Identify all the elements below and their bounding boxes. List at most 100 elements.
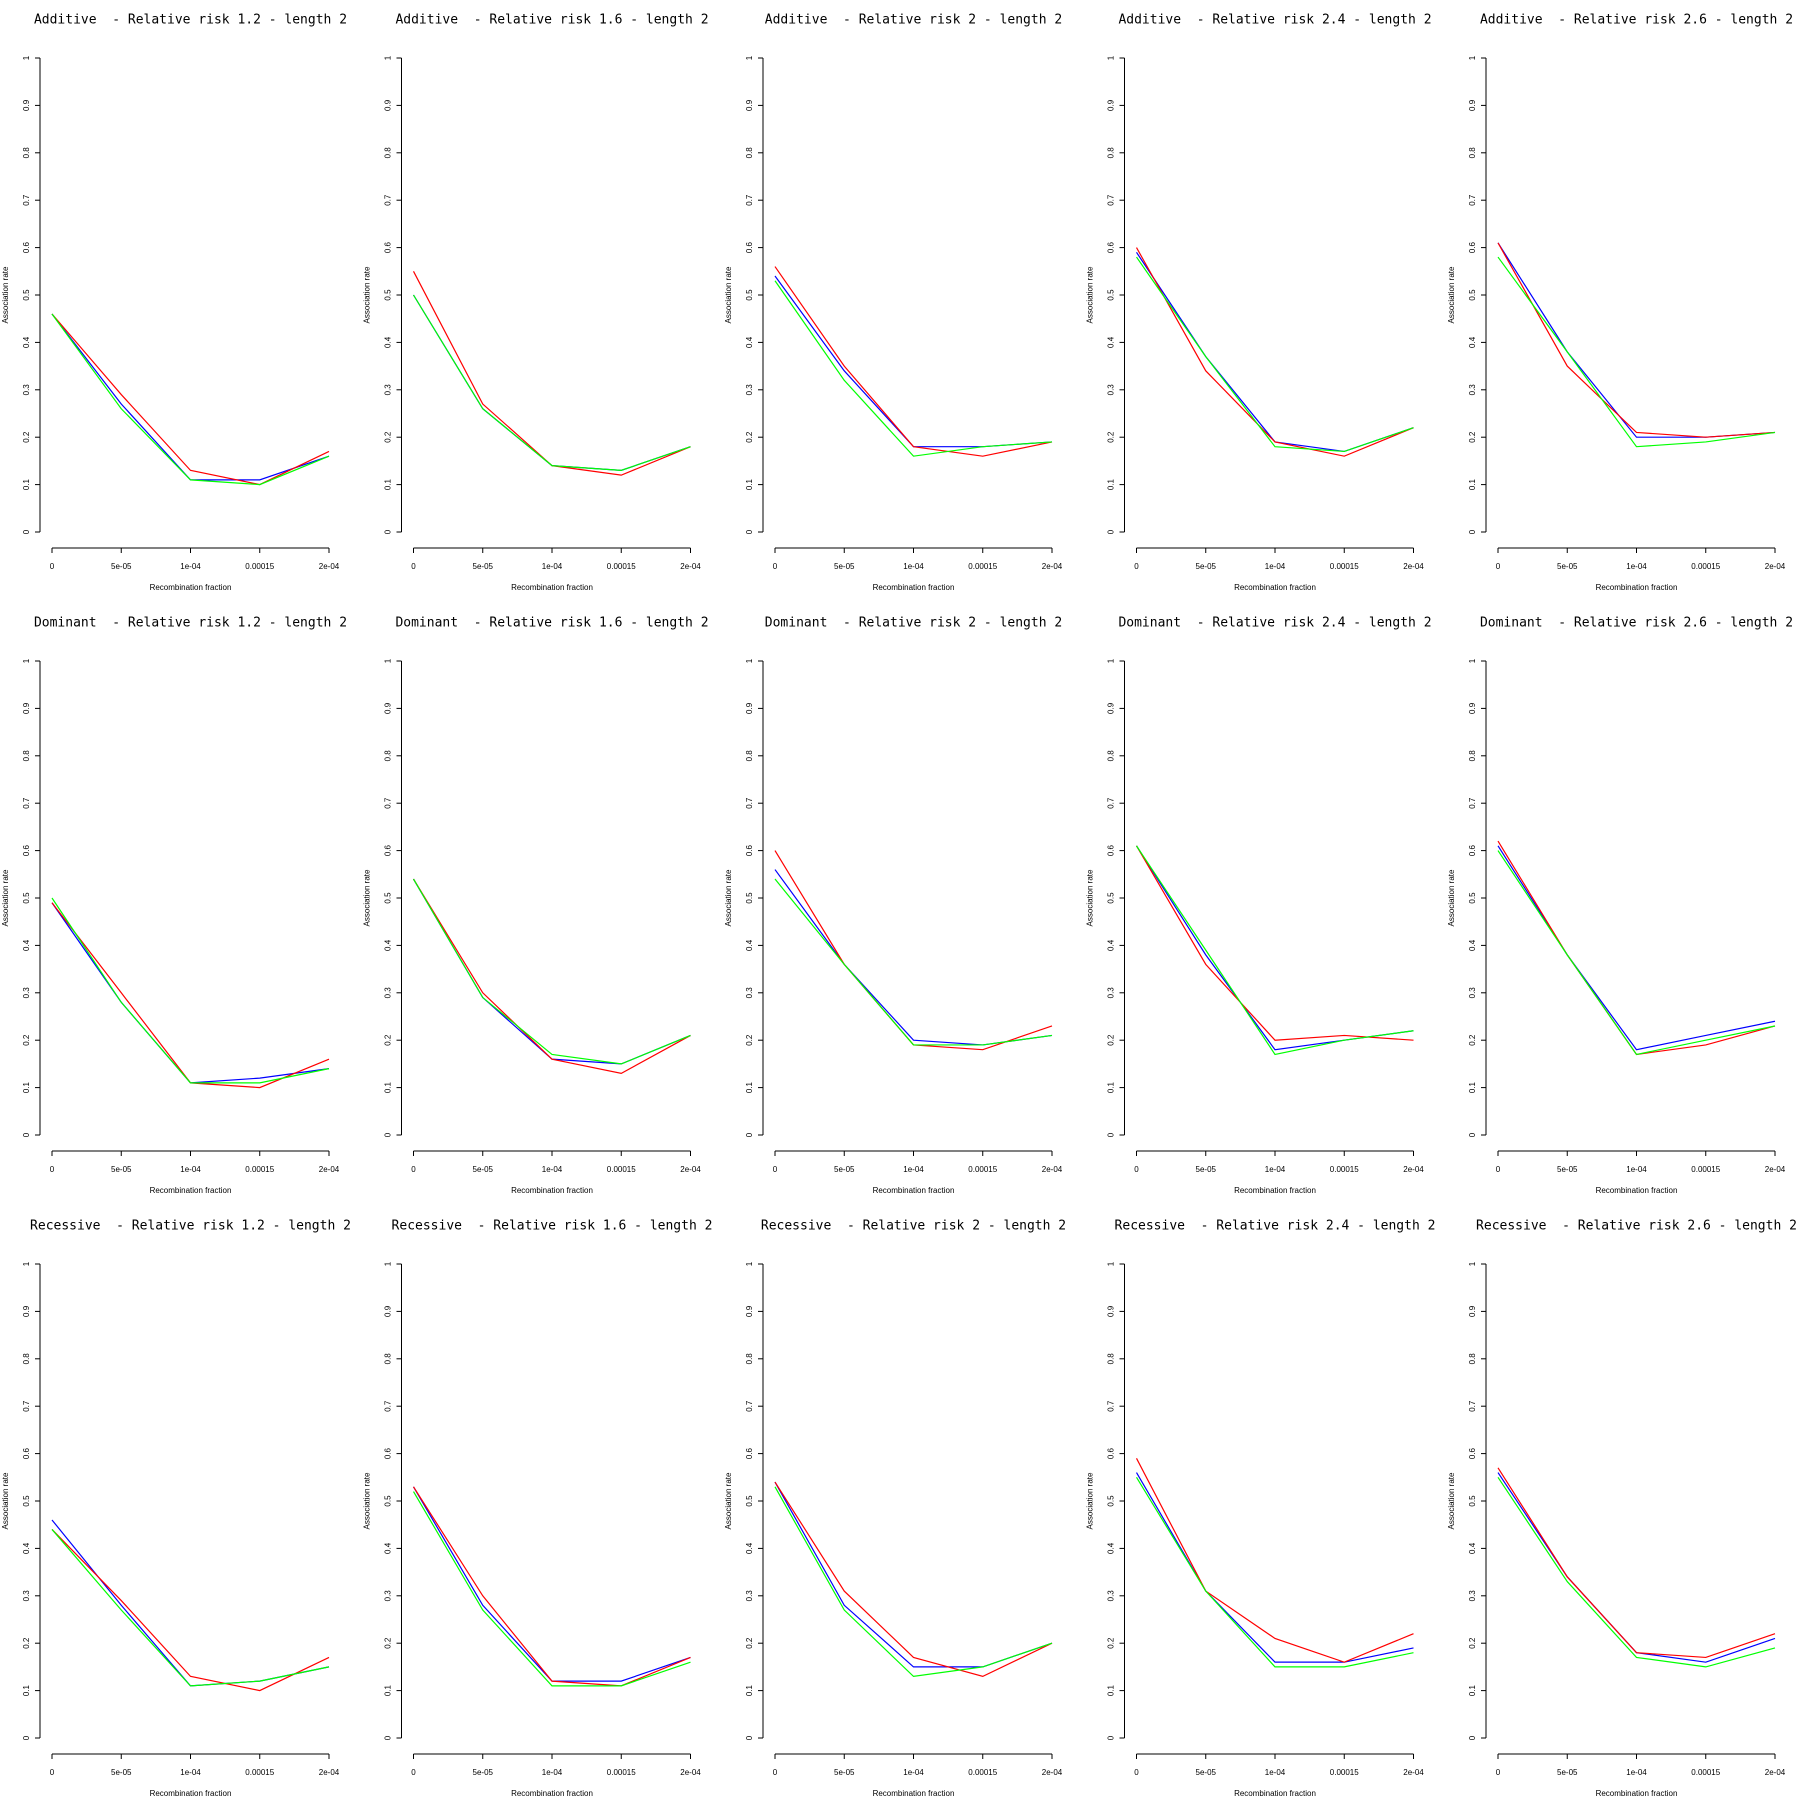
- y-tick-label: 0: [1107, 529, 1116, 534]
- y-tick-label: 0.9: [745, 1305, 754, 1317]
- y-tick-label: 0.1: [384, 478, 393, 490]
- panel: Additive - Relative risk 1.2 - length 2 0…: [1, 13, 347, 593]
- x-tick-label: 2e-04: [1403, 1165, 1424, 1174]
- x-tick-label: 0: [773, 1768, 778, 1777]
- y-tick-label: 0.8: [22, 147, 31, 159]
- panel-title: Recessive - Relative risk 1.2 - length 2: [30, 1219, 351, 1234]
- y-tick-label: 0.6: [1107, 241, 1116, 253]
- y-tick-label: 0.5: [745, 289, 754, 301]
- x-tick-label: 0: [50, 562, 55, 571]
- series-line: [1497, 242, 1776, 438]
- y-tick-label: 0.2: [1468, 1034, 1477, 1046]
- y-tick-label: 0.6: [1107, 1447, 1116, 1459]
- x-tick-label: 1e-04: [180, 1768, 201, 1777]
- series-line: [1135, 1458, 1414, 1663]
- y-tick-label: 0.2: [1107, 431, 1116, 443]
- y-axis-label: Association rate: [363, 1472, 372, 1529]
- series-line: [1135, 1476, 1414, 1668]
- y-tick-label: 0.1: [1107, 478, 1116, 490]
- panel: Recessive - Relative risk 2 - length 2 0 0…: [724, 1219, 1066, 1799]
- y-tick-label: 0.3: [384, 384, 393, 396]
- y-tick-label: 1: [384, 658, 393, 663]
- x-axis-label: Recombination fraction: [511, 1789, 593, 1798]
- y-tick-label: 0.7: [1468, 194, 1477, 206]
- series-line: [412, 1491, 691, 1687]
- y-tick-label: 0.4: [745, 939, 754, 951]
- x-tick-label: 5e-05: [1196, 562, 1217, 571]
- y-tick-label: 0.2: [384, 431, 393, 443]
- series-line: [1497, 1476, 1776, 1668]
- series-line: [774, 266, 1053, 457]
- y-tick-label: 0.7: [1468, 797, 1477, 809]
- y-tick-label: 0.5: [1468, 289, 1477, 301]
- y-tick-label: 0.2: [22, 1637, 31, 1649]
- y-tick-label: 0.8: [384, 750, 393, 762]
- panel-title: Dominant - Relative risk 1.2 - length 2: [34, 616, 347, 631]
- y-tick-label: 0.5: [1107, 892, 1116, 904]
- y-tick-label: 0.8: [1107, 750, 1116, 762]
- series-line: [1497, 256, 1776, 448]
- y-tick-label: 0.7: [1468, 1400, 1477, 1412]
- panel-title: Recessive - Relative risk 2.6 - length 2: [1476, 1219, 1797, 1234]
- panel-title: Additive - Relative risk 2.4 - length 2: [1118, 13, 1431, 28]
- x-tick-label: 0.00015: [1330, 1165, 1359, 1174]
- y-tick-label: 0.2: [22, 1034, 31, 1046]
- x-tick-label: 1e-04: [903, 1768, 924, 1777]
- x-tick-label: 1e-04: [1626, 1768, 1647, 1777]
- y-tick-label: 0.6: [1107, 844, 1116, 856]
- x-tick-label: 1e-04: [542, 562, 563, 571]
- y-tick-label: 0.8: [1468, 147, 1477, 159]
- y-tick-label: 0.4: [22, 336, 31, 348]
- series-line: [412, 294, 691, 471]
- series-line: [1135, 1472, 1414, 1663]
- x-tick-label: 5e-05: [834, 562, 855, 571]
- series-line: [1497, 1472, 1776, 1663]
- panel: Dominant - Relative risk 2 - length 2 0 0.…: [724, 616, 1063, 1196]
- x-tick-label: 2e-04: [319, 1768, 340, 1777]
- y-tick-label: 0: [745, 1132, 754, 1137]
- series-line: [1497, 242, 1776, 438]
- panel: Additive - Relative risk 2 - length 2 0 0.…: [724, 13, 1063, 593]
- series-line: [51, 897, 330, 1084]
- x-axis-label: Recombination fraction: [511, 583, 593, 592]
- x-tick-label: 5e-05: [473, 1165, 494, 1174]
- y-axis-label: Association rate: [1447, 1472, 1456, 1529]
- y-tick-label: 1: [1107, 658, 1116, 663]
- series-line: [1136, 256, 1414, 453]
- series-line: [51, 313, 330, 486]
- x-tick-label: 5e-05: [834, 1165, 855, 1174]
- y-tick-label: 0.1: [1468, 1684, 1477, 1696]
- x-tick-label: 5e-05: [1196, 1768, 1217, 1777]
- y-tick-label: 1: [384, 55, 393, 60]
- y-tick-label: 0.3: [1468, 987, 1477, 999]
- x-tick-label: 1e-04: [1265, 1165, 1286, 1174]
- y-tick-label: 0.9: [745, 702, 754, 714]
- y-tick-label: 0.2: [384, 1637, 393, 1649]
- x-tick-label: 0.00015: [968, 562, 997, 571]
- x-axis-label: Recombination fraction: [1234, 1789, 1316, 1798]
- y-tick-label: 0.8: [1468, 1353, 1477, 1365]
- y-tick-label: 1: [1468, 1261, 1477, 1266]
- x-tick-label: 5e-05: [111, 1768, 132, 1777]
- x-axis-label: Recombination fraction: [1596, 583, 1678, 592]
- x-tick-label: 2e-04: [1042, 1165, 1063, 1174]
- y-tick-label: 0.6: [1468, 241, 1477, 253]
- y-axis-label: Association rate: [1086, 869, 1095, 926]
- x-tick-label: 0.00015: [607, 562, 636, 571]
- y-tick-label: 0.7: [1107, 194, 1116, 206]
- x-tick-label: 5e-05: [1557, 562, 1578, 571]
- y-tick-label: 0.3: [1107, 987, 1116, 999]
- series-line: [51, 1529, 330, 1692]
- y-tick-label: 1: [745, 55, 754, 60]
- y-tick-label: 0.7: [22, 194, 31, 206]
- y-tick-label: 0.5: [1468, 1495, 1477, 1507]
- y-tick-label: 0.1: [384, 1684, 393, 1696]
- y-tick-label: 0.8: [1468, 750, 1477, 762]
- y-axis-label: Association rate: [363, 266, 372, 323]
- y-tick-label: 0.9: [384, 702, 393, 714]
- x-tick-label: 0.00015: [1330, 562, 1359, 571]
- x-tick-label: 5e-05: [473, 1768, 494, 1777]
- y-tick-label: 0.7: [384, 194, 393, 206]
- panel-title: Recessive - Relative risk 2 - length 2: [761, 1219, 1066, 1234]
- y-tick-label: 0.2: [1107, 1034, 1116, 1046]
